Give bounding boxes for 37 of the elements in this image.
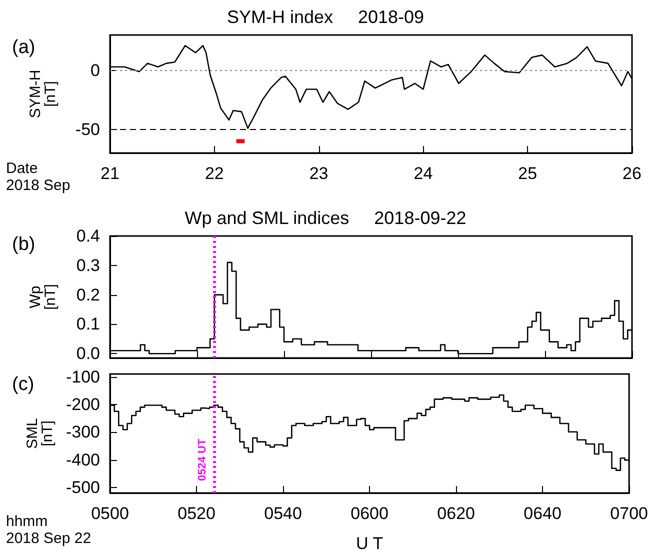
text: (a): [12, 37, 36, 58]
x-tick-label: 0500: [91, 504, 129, 523]
x-tick-label: 22: [204, 164, 224, 183]
text: Date 2018 Sep: [6, 160, 70, 194]
y-tick-label: 0.1: [76, 314, 100, 334]
text: (c): [12, 374, 34, 395]
y-tick-label: -400: [66, 450, 100, 470]
y-axis-title: Wp [nT]: [27, 284, 59, 310]
y-tick-label: -200: [66, 394, 100, 414]
y-tick-label: 0.3: [76, 256, 100, 275]
x-tick-label: 25: [518, 164, 538, 183]
x-axis-title: U T: [356, 534, 384, 553]
ref-line-label: 0524 UT: [196, 438, 208, 481]
y-axis-title: SML [nT]: [24, 418, 56, 449]
y-tick-label: 0.0: [76, 344, 100, 364]
x-tick-label: 0600: [350, 504, 388, 523]
x-tick-label: 26: [622, 164, 642, 183]
y-tick-label: -100: [66, 367, 100, 386]
y-tick-label: -300: [66, 422, 100, 442]
chart-title: Wp and SML indices 2018-09-22: [184, 208, 466, 228]
x-tick-label: 23: [309, 164, 328, 183]
x-tick-label: 0700: [610, 504, 648, 523]
y-tick-label: 0.4: [76, 226, 100, 246]
x-tick-label: 0540: [264, 504, 302, 523]
x-tick-label: 0520: [178, 504, 216, 523]
text: hhmm 2018 Sep 22: [6, 513, 92, 547]
text: (b): [12, 234, 36, 255]
x-tick-label: 0640: [524, 504, 562, 523]
x-tick-label: 21: [100, 164, 120, 183]
x-tick-label: 24: [414, 164, 433, 183]
y-tick-label: 0: [90, 60, 100, 80]
y-tick-label: -500: [66, 478, 100, 497]
y-tick-label: 0.2: [76, 285, 100, 304]
y-axis-title: SYM-H [nT]: [27, 70, 59, 118]
y-tick-label: -50: [75, 120, 100, 139]
chart-title: SYM-H index 2018-09: [226, 7, 424, 27]
x-tick-label: 0620: [437, 504, 475, 523]
